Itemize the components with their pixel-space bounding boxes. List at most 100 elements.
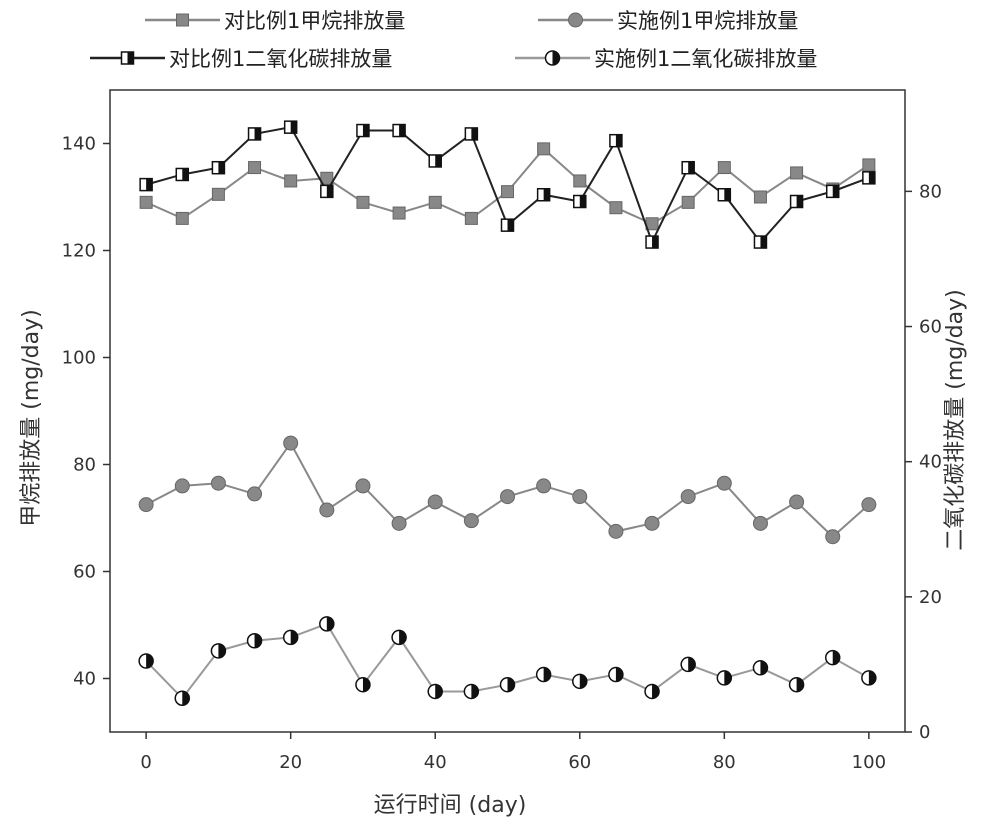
- series-1-point: [211, 187, 225, 201]
- series-2-point: [463, 513, 479, 529]
- series-3-point: [464, 127, 479, 141]
- series-2-point: [391, 515, 407, 531]
- series-4-point: [391, 629, 407, 646]
- series-4-point: [716, 670, 733, 686]
- series-1-point: [428, 195, 442, 209]
- series-2-point: [536, 478, 552, 494]
- series-2-point: [572, 489, 588, 505]
- series-1-point: [464, 211, 478, 225]
- x-axis-title: 运行时间 (day): [374, 793, 527, 818]
- series-3-point: [247, 127, 262, 141]
- series-3-point: [573, 194, 587, 209]
- series-4: [138, 616, 877, 706]
- legend-label-3: 对比例1二氧化碳排放量: [169, 47, 392, 71]
- y-axis-left-title: 甲烷排放量 (mg/day): [19, 309, 44, 526]
- legend-marker-1: [176, 13, 189, 27]
- series-2-point: [355, 478, 371, 494]
- series-4-point: [788, 676, 805, 693]
- series-4-point: [572, 673, 588, 690]
- series-2-point: [861, 497, 877, 513]
- x-tick-label: 100: [852, 752, 886, 773]
- series-1-point: [139, 195, 153, 209]
- series-2-point: [825, 529, 841, 545]
- series-3-point: [681, 160, 695, 175]
- series-4-point: [210, 643, 227, 659]
- series-3-point: [139, 177, 153, 192]
- series-3-point: [862, 171, 876, 185]
- series-3-point: [392, 123, 406, 138]
- series-2-point: [174, 478, 190, 494]
- series-4-point: [174, 690, 191, 706]
- series-2-point: [247, 486, 263, 502]
- series-2-point: [138, 497, 154, 513]
- series-1-point: [537, 142, 551, 156]
- series-1-point: [175, 211, 189, 225]
- series-1-point: [790, 166, 804, 180]
- y-left-tick-label: 100: [62, 348, 96, 369]
- x-tick-label: 0: [140, 752, 151, 773]
- series-2-point: [752, 515, 768, 531]
- series-4-point: [427, 683, 443, 700]
- series-4-point: [861, 670, 877, 686]
- y-left-tick-label: 80: [73, 455, 96, 476]
- series-2-point: [789, 494, 805, 510]
- series-4-point: [608, 666, 624, 683]
- series-4-point: [355, 676, 371, 693]
- x-tick-label: 20: [279, 752, 302, 773]
- y-left-tick-label: 60: [73, 562, 96, 583]
- series-1-point: [609, 201, 623, 215]
- series-3-point: [825, 184, 840, 199]
- series-3-point: [283, 120, 298, 134]
- series-1: [139, 142, 876, 231]
- y-right-tick-label: 80: [919, 181, 942, 202]
- series-1-point: [320, 171, 334, 185]
- series-3-point: [717, 187, 732, 202]
- series-2-point: [319, 502, 335, 518]
- series-1-point: [501, 185, 514, 199]
- series-3-point: [789, 194, 804, 209]
- series-3-point: [536, 187, 551, 202]
- series-3-point: [428, 154, 442, 168]
- series-3-point: [753, 235, 768, 249]
- legend-label-1: 对比例1甲烷排放量: [224, 9, 405, 33]
- series-4-point: [282, 629, 299, 646]
- series-4-point: [752, 660, 769, 676]
- series-1-point: [356, 195, 370, 209]
- series-3-point: [609, 133, 623, 148]
- series-1-point: [392, 206, 406, 220]
- y-left-tick-label: 120: [62, 241, 96, 262]
- series-4-point: [138, 653, 154, 669]
- series-3-point: [645, 235, 659, 249]
- series-2-point: [608, 523, 624, 539]
- series-2: [138, 435, 877, 545]
- legend-marker-2: [568, 12, 583, 28]
- series-1-point: [284, 174, 298, 188]
- series-1-point: [862, 158, 876, 172]
- series-2-point: [210, 475, 226, 491]
- series-2-point: [680, 489, 696, 505]
- series-4-point: [644, 683, 660, 700]
- y-right-tick-label: 0: [919, 722, 930, 743]
- series-3: [139, 120, 876, 249]
- series-2-point: [427, 494, 443, 510]
- series-3-point: [175, 167, 190, 182]
- plot-frame: [109, 89, 906, 733]
- y-right-tick-label: 60: [919, 317, 942, 338]
- y-left-tick-label: 140: [62, 134, 96, 155]
- series-4-point: [824, 649, 841, 666]
- series-2-point: [500, 489, 515, 505]
- legend-marker-4: [544, 50, 561, 66]
- series-4-point: [499, 676, 516, 693]
- series-3-point: [500, 218, 515, 232]
- y-right-tick-label: 40: [919, 452, 942, 473]
- y-right-tick-label: 20: [919, 587, 942, 608]
- series-1-point: [681, 195, 695, 209]
- series-1-point: [248, 161, 262, 175]
- y-axis-right-title: 二氧化碳排放量 (mg/day): [943, 289, 968, 550]
- series-2-point: [644, 515, 660, 531]
- series-4-point: [319, 616, 335, 632]
- y-left-tick-label: 40: [73, 669, 96, 690]
- series-2-point: [716, 475, 732, 491]
